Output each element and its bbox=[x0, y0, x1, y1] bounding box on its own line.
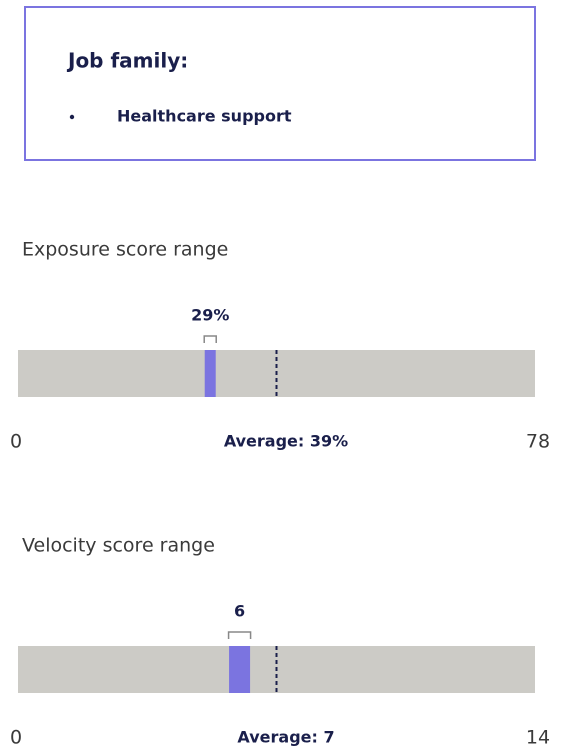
x-tick-label: 0 bbox=[10, 727, 22, 749]
x-tick-label: 14 bbox=[526, 727, 550, 749]
value-label: 6 bbox=[234, 602, 245, 621]
job-family-title: Job family: bbox=[66, 49, 188, 73]
value-bar bbox=[229, 646, 251, 693]
chart-title: Velocity score range bbox=[22, 535, 215, 557]
value-bracket bbox=[203, 335, 217, 343]
value-label: 29% bbox=[191, 306, 229, 325]
x-tick-label: 0 bbox=[10, 431, 22, 453]
value-bar bbox=[204, 350, 216, 397]
average-label: Average: 39% bbox=[224, 432, 348, 451]
x-tick-label: 78 bbox=[526, 431, 550, 453]
job-family-box bbox=[24, 6, 536, 161]
average-label: Average: 7 bbox=[237, 728, 334, 747]
value-bracket bbox=[227, 631, 252, 639]
chart-title: Exposure score range bbox=[22, 239, 228, 261]
job-family-item: Healthcare support bbox=[117, 107, 292, 126]
bullet bbox=[69, 114, 75, 120]
